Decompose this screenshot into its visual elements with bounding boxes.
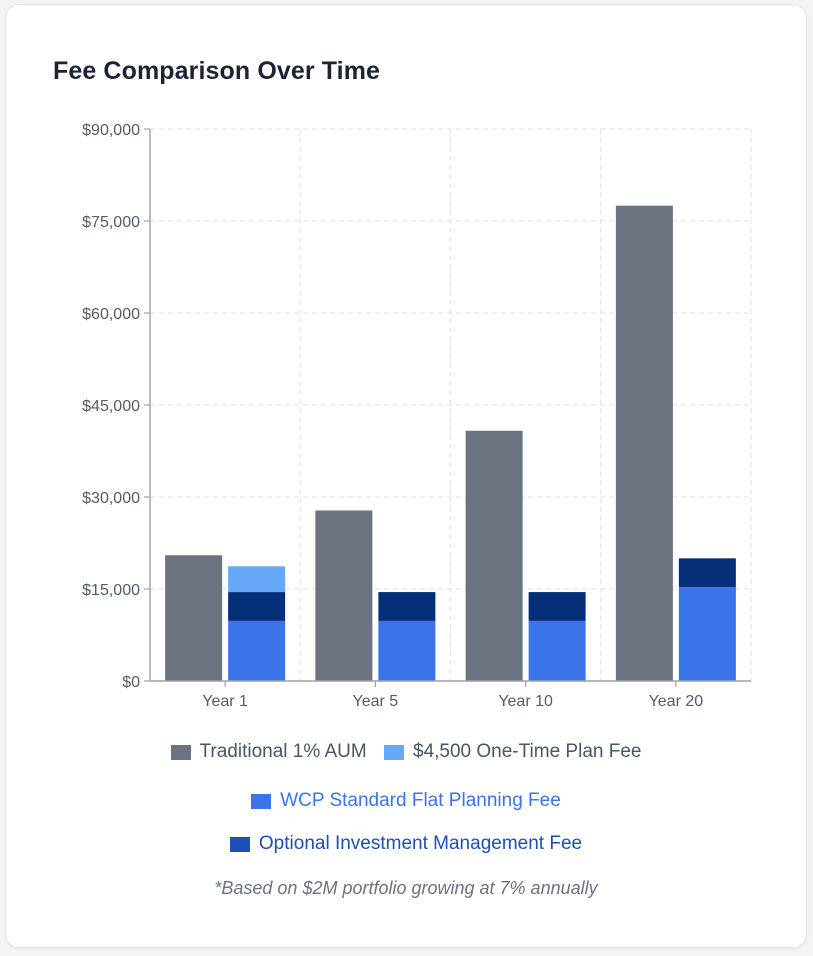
legend-label: WCP Standard Flat Planning Fee xyxy=(280,790,561,811)
legend-label: $4,500 One-Time Plan Fee xyxy=(413,741,642,762)
legend-label: Traditional 1% AUM xyxy=(199,741,367,762)
bar-4-500-one-time-plan-fee xyxy=(228,566,286,593)
bar-wcp-standard-flat-planning-fee xyxy=(228,620,286,681)
x-tick-label: Year 1 xyxy=(202,693,248,710)
bar-wcp-standard-flat-planning-fee xyxy=(378,620,436,681)
legend-item-optional-investment-mgmt-fee[interactable]: Optional Investment Management Fee xyxy=(229,833,583,855)
y-tick-label: $90,000 xyxy=(82,122,140,139)
legend-row-2: WCP Standard Flat Planning Fee xyxy=(6,790,806,815)
x-tick-label: Year 10 xyxy=(498,693,553,710)
y-tick-label: $30,000 xyxy=(82,490,140,507)
bar-traditional-1-aum xyxy=(615,205,673,681)
bar-optional-investment-management-fee xyxy=(378,592,436,621)
bar-traditional-1-aum xyxy=(315,510,373,681)
bar-wcp-standard-flat-planning-fee xyxy=(528,620,586,681)
fee-comparison-card: Fee Comparison Over Time $0 $15,000 $30,00… xyxy=(5,4,807,948)
y-tick-label: $60,000 xyxy=(82,306,140,323)
bar-traditional-1-aum xyxy=(465,430,523,681)
y-tick-label: $75,000 xyxy=(82,214,140,231)
legend-item-one-time-plan-fee[interactable]: $4,500 One-Time Plan Fee xyxy=(384,741,641,763)
legend-item-traditional-aum[interactable]: Traditional 1% AUM xyxy=(170,741,367,763)
bar-optional-investment-management-fee xyxy=(528,592,586,621)
y-tick-label: $0 xyxy=(122,674,140,691)
legend-swatch xyxy=(229,836,250,852)
x-tick-label: Year 20 xyxy=(649,693,704,710)
legend-swatch xyxy=(251,793,272,809)
bar-optional-investment-management-fee xyxy=(678,558,736,588)
footnote: *Based on $2M portfolio growing at 7% an… xyxy=(214,878,598,898)
legend-swatch xyxy=(170,744,191,760)
x-tick-label: Year 5 xyxy=(353,693,399,710)
fee-chart: $0 $15,000 $30,000 $45,000 $60,000 $75,000 $90… xyxy=(82,122,752,710)
bar-traditional-1-aum xyxy=(165,555,223,681)
chart-title: Fee Comparison Over Time xyxy=(53,57,381,85)
bar-wcp-standard-flat-planning-fee xyxy=(678,587,736,681)
legend-row-3: Optional Investment Management Fee xyxy=(6,833,806,858)
legend-item-wcp-flat-planning-fee[interactable]: WCP Standard Flat Planning Fee xyxy=(251,790,561,812)
legend-label: Optional Investment Management Fee xyxy=(258,833,583,854)
y-tick-label: $15,000 xyxy=(82,582,140,599)
bar-optional-investment-management-fee xyxy=(228,592,286,621)
legend-row-1: Traditional 1% AUM $4,500 One-Time Plan … xyxy=(6,741,806,766)
legend-swatch xyxy=(384,744,404,760)
y-tick-label: $45,000 xyxy=(82,398,140,415)
